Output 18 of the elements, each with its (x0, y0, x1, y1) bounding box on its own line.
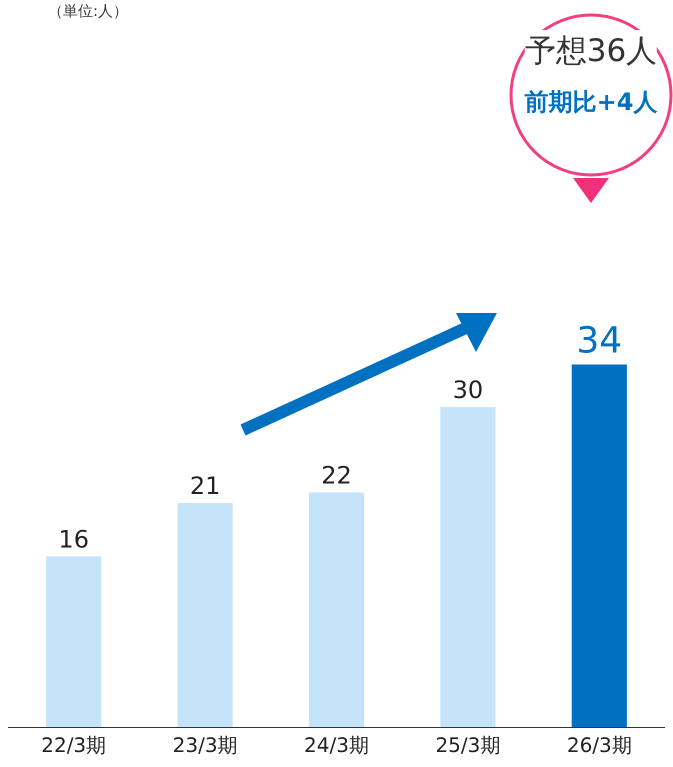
data-label: 22 (321, 461, 352, 490)
data-label: 21 (190, 472, 220, 500)
bar (572, 364, 627, 727)
x-tick-label: 23/3期 (172, 733, 238, 757)
text: 前期比+4人 (524, 86, 658, 118)
bar (178, 503, 233, 727)
text: （単位:人） (48, 2, 128, 21)
bar (308, 492, 364, 727)
data-label: 30 (452, 376, 484, 404)
x-tick-label: 24/3期 (304, 733, 369, 757)
bar (440, 407, 496, 727)
text: 予想36人 (524, 30, 658, 72)
x-tick-label: 26/3期 (566, 733, 632, 757)
data-label: 34 (576, 320, 622, 362)
bar (46, 556, 102, 727)
data-label: 16 (58, 525, 89, 554)
x-tick-label: 22/3期 (41, 733, 106, 757)
x-tick-label: 25/3期 (435, 733, 500, 757)
